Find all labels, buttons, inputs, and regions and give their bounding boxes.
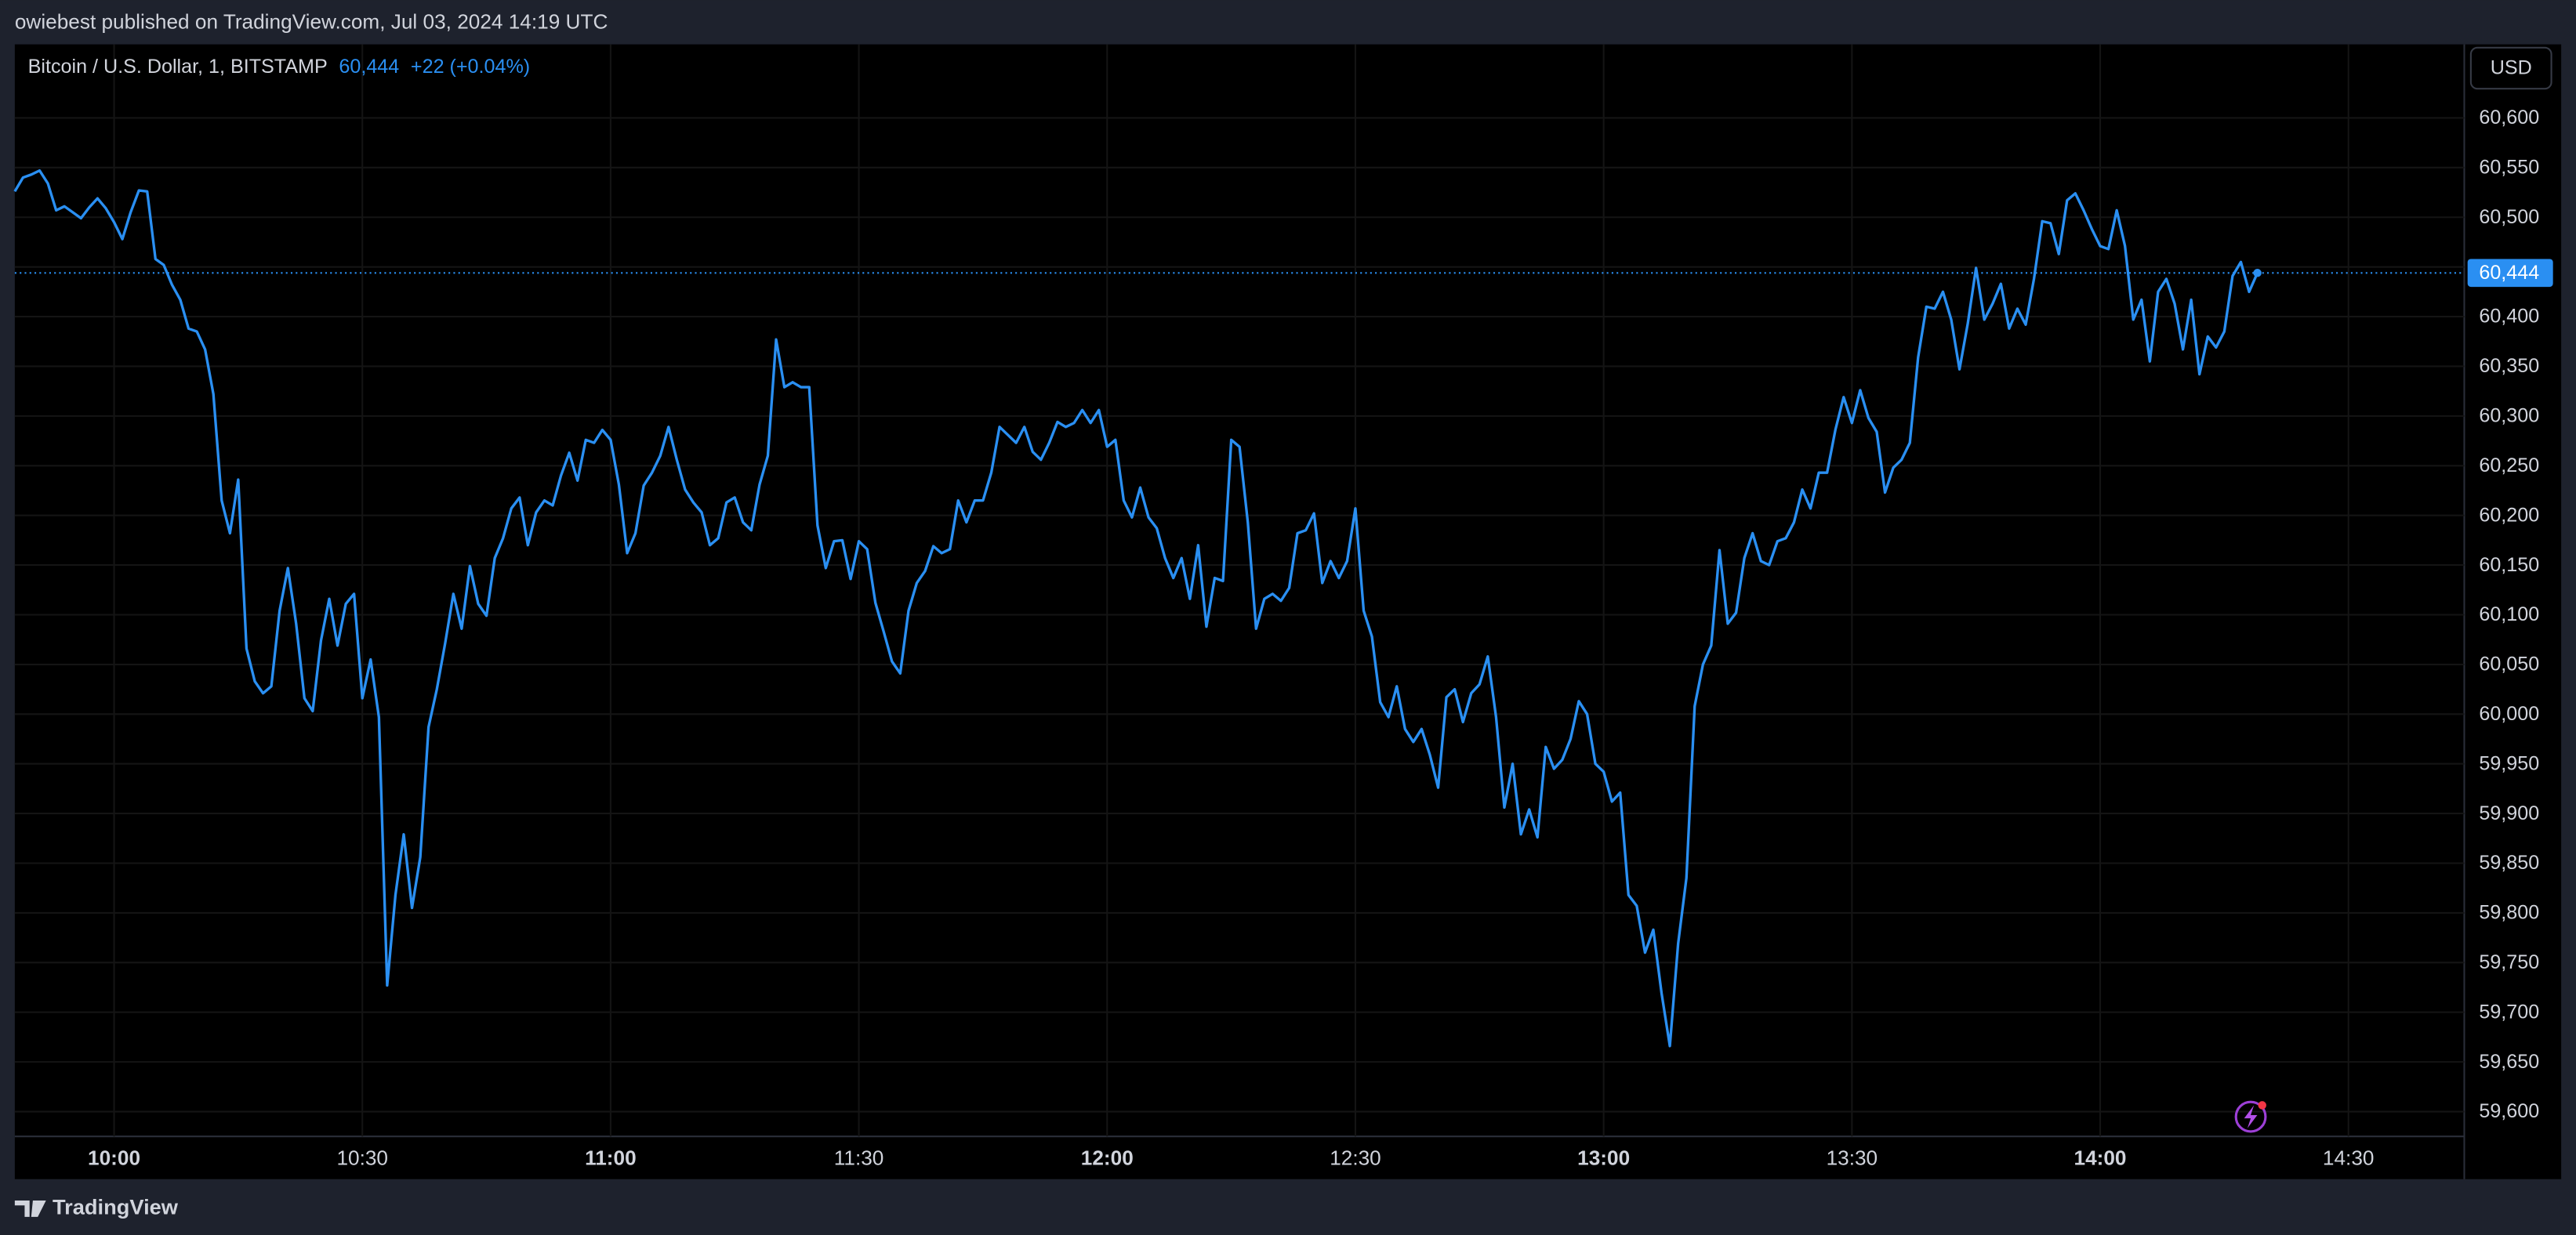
y-tick-label: 59,950 — [2479, 752, 2539, 774]
y-tick-label: 60,150 — [2479, 554, 2539, 576]
icon-ring[interactable] — [2234, 1100, 2267, 1133]
y-tick-label: 59,700 — [2479, 1001, 2539, 1023]
grid — [14, 44, 2465, 1137]
plot-area — [14, 44, 2465, 1137]
y-tick-label: 59,600 — [2479, 1100, 2539, 1122]
last-price: 60,444 — [339, 56, 399, 78]
x-tick-label: 12:30 — [1330, 1146, 1381, 1169]
y-tick-label: 60,300 — [2479, 405, 2539, 427]
x-tick-label: 12:00 — [1081, 1146, 1134, 1169]
price-axis — [2464, 44, 2562, 1179]
y-tick-label: 60,550 — [2479, 157, 2539, 179]
x-tick-label: 11:00 — [585, 1146, 637, 1169]
price-line — [13, 168, 2259, 1048]
y-tick-label: 59,800 — [2479, 902, 2539, 924]
currency-button[interactable] — [2469, 46, 2552, 90]
logo-glyph — [14, 1200, 46, 1217]
legend-line: Bitcoin / U.S. Dollar, 1, BITSTAMP 60,444… — [28, 56, 531, 78]
footer-brand: TradingView — [53, 1195, 179, 1219]
y-tick-label: 60,600 — [2479, 107, 2539, 129]
x-tick-label: 11:30 — [834, 1146, 884, 1169]
last-price-badge — [2467, 259, 2553, 288]
icon-bolt[interactable] — [2244, 1105, 2258, 1128]
plot-marks — [13, 168, 2465, 1048]
y-tick-label: 59,900 — [2479, 802, 2539, 824]
x-tick-label: 13:30 — [1827, 1146, 1878, 1169]
y-tick-label: 60,500 — [2479, 206, 2539, 228]
symbol-title: Bitcoin / U.S. Dollar, 1, BITSTAMP — [28, 56, 328, 78]
currency-label[interactable]: USD — [2491, 57, 2532, 79]
y-tick-label: 59,650 — [2479, 1051, 2539, 1073]
price-change: +22 (+0.04%) — [411, 56, 530, 78]
x-tick-label: 14:30 — [2323, 1146, 2375, 1169]
icon-dot[interactable] — [2258, 1101, 2266, 1110]
y-tick-label: 59,850 — [2479, 852, 2539, 874]
y-tick-label: 60,350 — [2479, 355, 2539, 377]
y-tick-label: 60,250 — [2479, 455, 2539, 476]
y-tick-label: 60,100 — [2479, 603, 2539, 625]
x-tick-label: 10:00 — [88, 1146, 140, 1169]
y-tick-label: 60,200 — [2479, 504, 2539, 526]
publisher-line: owiebest published on TradingView.com, J… — [15, 9, 608, 33]
y-tick-label: 59,750 — [2479, 951, 2539, 973]
lightning-icon[interactable] — [2234, 1100, 2267, 1133]
x-tick-label: 13:00 — [1577, 1146, 1630, 1169]
y-tick-label: 60,000 — [2479, 703, 2539, 725]
x-tick-label: 10:30 — [336, 1146, 388, 1169]
footer-logo — [14, 1200, 46, 1217]
x-tick-label: 14:00 — [2074, 1146, 2127, 1169]
y-tick-label: 60,050 — [2479, 654, 2539, 675]
time-axis — [14, 1136, 2465, 1179]
y-tick-label: 60,400 — [2479, 306, 2539, 328]
last-price-badge-label: 60,444 — [2479, 262, 2539, 284]
